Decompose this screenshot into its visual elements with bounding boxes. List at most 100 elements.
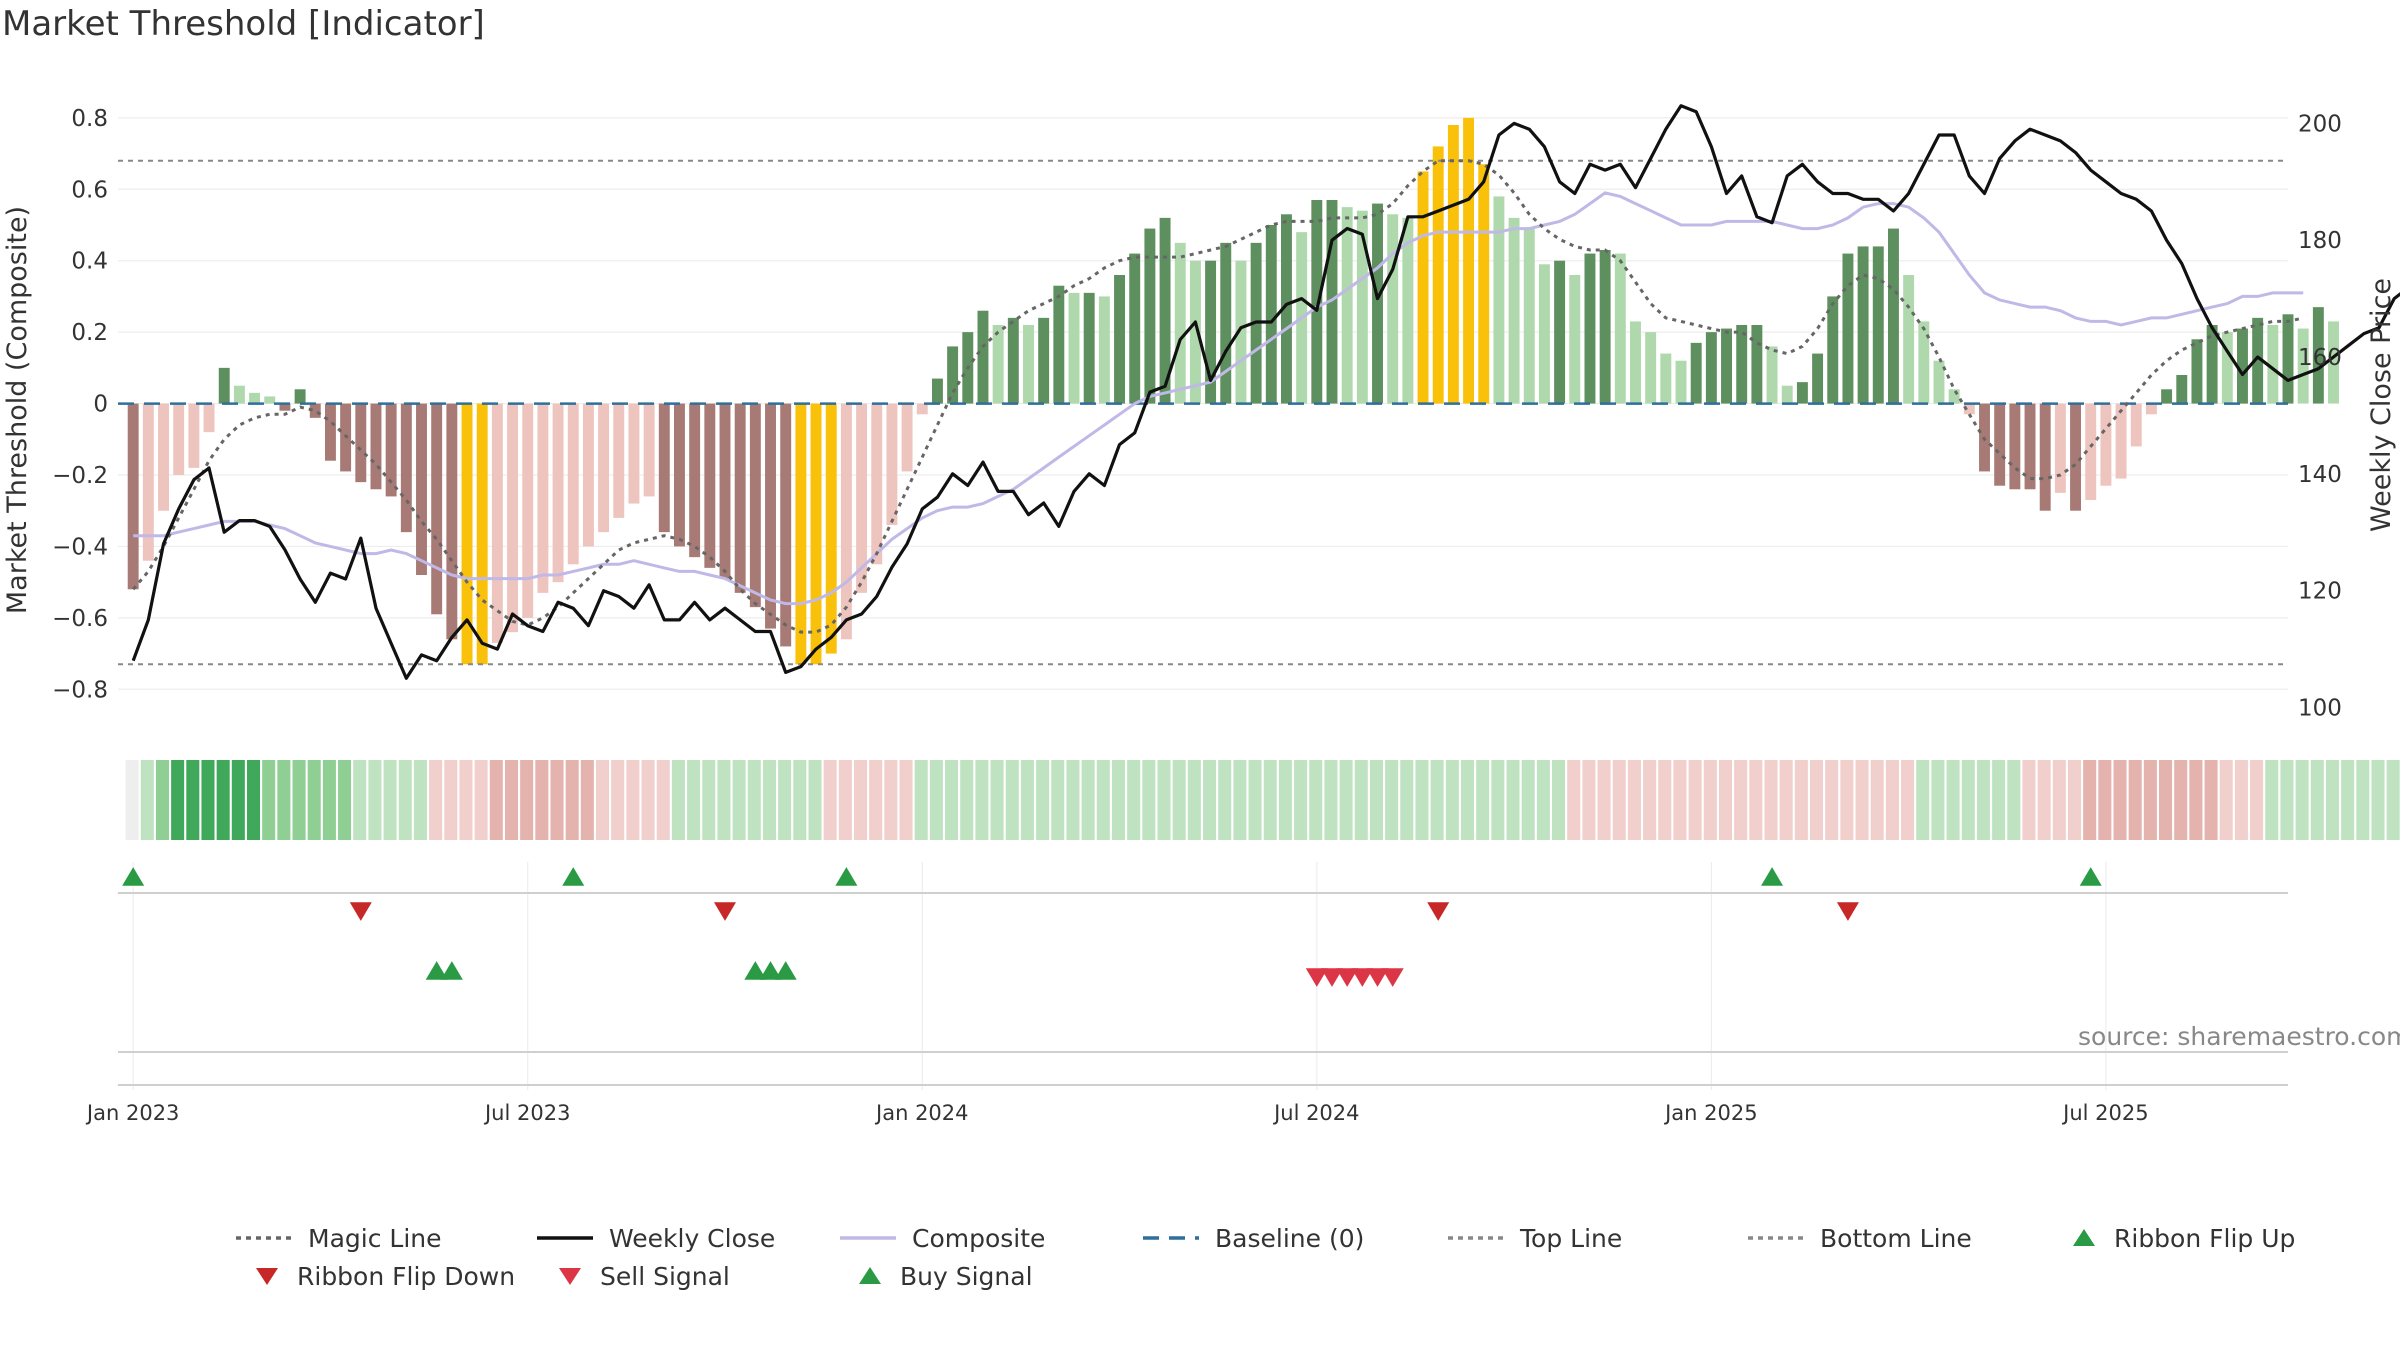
ribbon-cell <box>838 760 852 840</box>
composite-bar <box>856 403 868 593</box>
composite-bar <box>1690 342 1702 404</box>
composite-bar <box>704 403 716 568</box>
buy-signal-marker <box>425 961 448 980</box>
composite-bar <box>1523 228 1535 404</box>
composite-bar <box>1599 250 1611 404</box>
composite-bar <box>1265 225 1277 404</box>
ribbon-cell <box>1749 760 1763 840</box>
composite-bar <box>1159 217 1171 404</box>
ribbon-cell <box>2295 760 2309 840</box>
ribbon-cell <box>1233 760 1247 840</box>
composite-bar <box>628 403 640 504</box>
composite-bar <box>886 403 898 525</box>
ribbon-cell <box>2143 760 2157 840</box>
ribbon-cell <box>1324 760 1338 840</box>
ribbon-cell <box>1506 760 1520 840</box>
ribbon-cell <box>1187 760 1201 840</box>
y-tick-label: −0.8 <box>52 677 108 703</box>
ribbon-cell <box>1278 760 1292 840</box>
composite-bar <box>2237 328 2248 404</box>
y2-axis-label: Weekly Close Price <box>2366 278 2397 532</box>
ribbon-cell <box>1734 760 1748 840</box>
composite-bar <box>598 403 610 533</box>
ribbon-cell <box>1142 760 1156 840</box>
composite-bar <box>1432 146 1444 404</box>
ribbon-cell <box>383 760 397 840</box>
ribbon-cell <box>2174 760 2188 840</box>
composite-bar <box>1038 317 1050 404</box>
ribbon-flip-down-marker <box>713 902 736 921</box>
ribbon-cell <box>353 760 367 840</box>
ribbon-cell <box>1885 760 1899 840</box>
composite-bar <box>1766 346 1778 404</box>
ribbon-cell <box>1931 760 1945 840</box>
ribbon-cell <box>2037 760 2051 840</box>
ribbon-cell <box>474 760 488 840</box>
ribbon-cell <box>1066 760 1080 840</box>
sell-signal-marker <box>1336 968 1359 987</box>
ribbon-cell <box>201 760 215 840</box>
ribbon-flip-up-marker <box>2079 867 2102 886</box>
composite-bar <box>2100 403 2112 486</box>
ribbon-cell <box>1840 760 1854 840</box>
composite-bar <box>2130 403 2142 447</box>
composite-bar <box>218 367 230 404</box>
x-tick-label: Jan 2024 <box>874 1101 969 1125</box>
composite-bar <box>2267 325 2279 404</box>
composite-bar <box>2282 314 2294 404</box>
ribbon-cell <box>1612 760 1626 840</box>
composite-bar <box>552 403 564 583</box>
composite-bar <box>2176 375 2188 404</box>
composite-bar <box>1781 385 1793 404</box>
buy-signal-marker <box>774 961 797 980</box>
y2-tick-label: 160 <box>2298 345 2342 371</box>
y-axis-label: Market Threshold (Composite) <box>2 206 33 614</box>
composite-bar <box>1463 117 1475 404</box>
composite-bar <box>1144 228 1156 404</box>
composite-bar <box>1721 328 1732 404</box>
composite-bar <box>810 403 822 665</box>
composite-bar <box>1068 292 1080 404</box>
y-tick-label: −0.2 <box>52 463 108 489</box>
sell-signal-marker <box>1351 968 1374 987</box>
composite-bar <box>1007 317 1019 404</box>
composite-bar <box>309 403 321 418</box>
ribbon-cell <box>1703 760 1717 840</box>
ribbon-cell <box>687 760 701 840</box>
composite-bar <box>643 403 655 497</box>
ribbon-cell <box>1248 760 1262 840</box>
ribbon-cell <box>338 760 352 840</box>
composite-bar <box>613 403 625 518</box>
composite-bars <box>127 117 2339 665</box>
ribbon-cell <box>2083 760 2097 840</box>
composite-bar <box>1493 196 1505 404</box>
ribbon-cell <box>2219 760 2233 840</box>
ribbon-cell <box>1218 760 1232 840</box>
ribbon-cell <box>823 760 837 840</box>
composite-bar <box>1402 217 1414 404</box>
composite-bar <box>127 403 139 590</box>
composite-bar <box>1023 325 1034 404</box>
composite-bar <box>719 403 731 579</box>
ribbon-cell <box>2022 760 2036 840</box>
composite-bar <box>1508 217 1520 404</box>
ribbon-cell <box>2280 760 2294 840</box>
ribbon-cell <box>2250 760 2264 840</box>
ribbon-cell <box>216 760 230 840</box>
ribbon-cell <box>1430 760 1444 840</box>
y-tick-label: −0.6 <box>52 606 108 632</box>
ribbon-cell <box>2234 760 2248 840</box>
x-tick-label: Jul 2023 <box>483 1101 570 1125</box>
x-tick-label: Jan 2023 <box>85 1101 180 1125</box>
composite-bar <box>1630 321 1641 404</box>
y2-tick-label: 140 <box>2298 462 2342 488</box>
ribbon-cell <box>1081 760 1095 840</box>
ribbon-cell <box>2265 760 2279 840</box>
ribbon-cell <box>231 760 245 840</box>
composite-bar <box>1736 325 1748 404</box>
composite-bar <box>1280 214 1292 404</box>
composite-bar <box>400 403 412 533</box>
ribbon-cell <box>656 760 670 840</box>
ribbon-cell <box>2371 760 2385 840</box>
composite-bar <box>1933 360 1945 404</box>
